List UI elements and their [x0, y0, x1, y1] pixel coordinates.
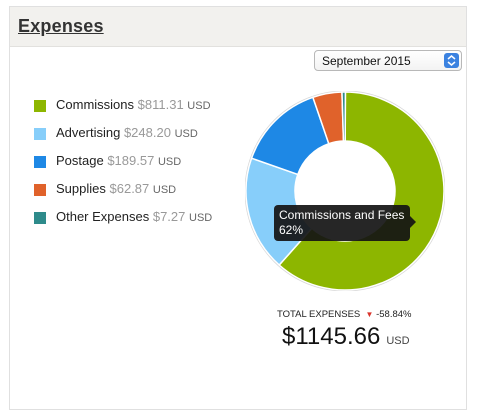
legend-currency: USD — [187, 100, 211, 112]
legend-text: Commissions $811.31 USD — [56, 97, 211, 112]
period-select-value: September 2015 — [322, 54, 411, 68]
chart-tooltip: Commissions and Fees 62% — [274, 205, 416, 241]
legend-name: Other Expenses — [56, 209, 150, 224]
legend-amount: $189.57 — [107, 153, 155, 168]
total-label-text: TOTAL EXPENSES — [277, 309, 361, 320]
legend-swatch — [34, 184, 46, 196]
donut-slice-other-expenses[interactable] — [341, 91, 347, 142]
panel-title[interactable]: Expenses — [18, 16, 104, 36]
legend-swatch — [34, 100, 46, 112]
legend-currency: USD — [157, 156, 182, 168]
legend-currency: USD — [152, 184, 177, 196]
tooltip-arrow — [410, 216, 416, 228]
legend-amount: $248.20 — [123, 125, 171, 140]
legend-text: Advertising $248.20 USD — [56, 125, 198, 140]
legend-swatch — [34, 212, 46, 224]
legend-swatch — [34, 156, 46, 168]
tooltip-title: Commissions and Fees — [279, 208, 405, 222]
total-amount: $1145.66 USD — [282, 323, 410, 351]
panel-header: Expenses — [10, 7, 466, 47]
legend-name: Commissions — [56, 97, 135, 112]
tooltip-value: 62% — [279, 223, 304, 237]
expenses-panel: Expenses September 2015 Commissions $811… — [9, 6, 467, 410]
legend-currency: USD — [174, 128, 198, 140]
legend-name: Postage — [56, 153, 104, 168]
legend-swatch — [34, 128, 46, 140]
down-arrow-icon: ▼ — [365, 310, 374, 319]
total-expenses-label: TOTAL EXPENSES ▼ -58.84% — [277, 309, 411, 320]
total-change: -58.84% — [376, 309, 412, 320]
period-select[interactable]: September 2015 — [314, 50, 462, 71]
legend-name: Advertising — [56, 125, 121, 140]
legend-amount: $7.27 — [152, 209, 186, 224]
legend-text: Postage $189.57 USD — [56, 153, 181, 168]
legend-amount: $811.31 — [137, 97, 184, 112]
select-arrows-icon — [444, 53, 459, 68]
expenses-donut-chart — [245, 91, 445, 291]
legend-text: Supplies $62.87 USD — [56, 181, 176, 196]
total-amount-value: $1145.66 — [282, 323, 381, 350]
legend-name: Supplies — [56, 181, 106, 196]
legend-currency: USD — [189, 212, 213, 224]
legend-amount: $62.87 — [109, 181, 150, 196]
total-currency: USD — [386, 335, 410, 347]
legend-text: Other Expenses $7.27 USD — [56, 209, 212, 224]
